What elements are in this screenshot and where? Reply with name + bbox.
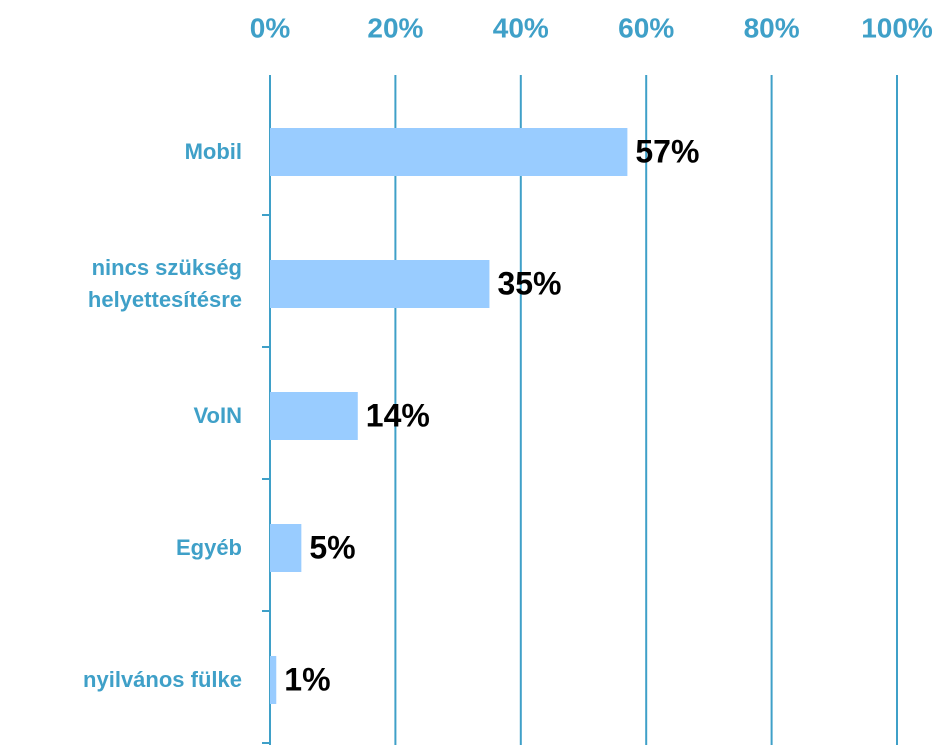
x-tick-label: 100% (861, 12, 933, 43)
category-label: VoIN (193, 403, 242, 428)
bar (270, 392, 358, 440)
category-label: Mobil (184, 139, 242, 164)
category-label: nincs szükség helyettesítésre (87, 255, 242, 312)
value-label: 5% (309, 529, 355, 565)
value-label: 35% (497, 265, 561, 301)
x-tick-label: 80% (744, 12, 800, 43)
category-label: Egyéb (175, 535, 242, 560)
value-label: 1% (284, 661, 330, 697)
x-tick-label: 60% (618, 12, 674, 43)
x-tick-label: 40% (493, 12, 549, 43)
category-label: nyilvános fülke (83, 667, 242, 692)
x-tick-label: 0% (250, 12, 291, 43)
value-label: 14% (366, 397, 430, 433)
bar (270, 128, 628, 176)
x-tick-label: 20% (367, 12, 423, 43)
bar (270, 524, 302, 572)
value-label: 57% (635, 133, 699, 169)
bar (270, 260, 490, 308)
bar (270, 656, 277, 704)
